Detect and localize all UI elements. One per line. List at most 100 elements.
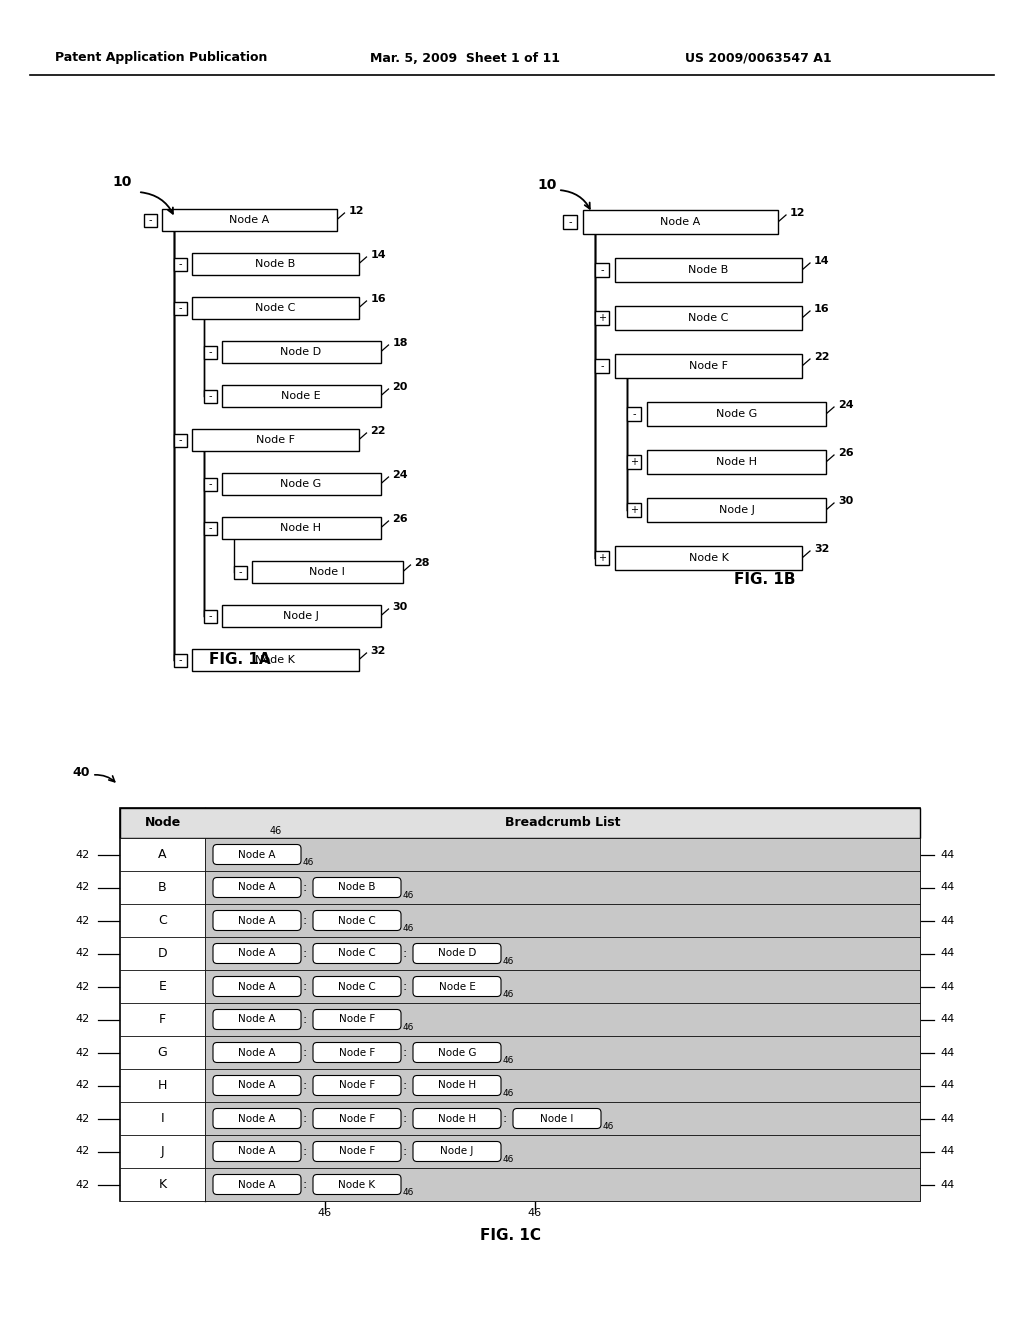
Bar bbox=[120, 1069, 205, 1102]
FancyBboxPatch shape bbox=[513, 1109, 601, 1129]
Bar bbox=[583, 210, 778, 234]
Text: 18: 18 bbox=[392, 338, 408, 348]
Text: -: - bbox=[178, 259, 181, 269]
Text: 26: 26 bbox=[838, 447, 854, 458]
Text: :: : bbox=[402, 1144, 408, 1158]
Text: Node A: Node A bbox=[239, 850, 275, 859]
Text: -: - bbox=[600, 265, 604, 275]
Text: :: : bbox=[303, 946, 307, 960]
Text: I: I bbox=[161, 1111, 164, 1125]
Bar bbox=[173, 301, 186, 314]
Text: H: H bbox=[158, 1078, 167, 1092]
Text: -: - bbox=[178, 304, 181, 313]
Bar bbox=[205, 937, 920, 970]
Bar bbox=[647, 498, 826, 521]
Text: -: - bbox=[178, 655, 181, 665]
Text: +: + bbox=[630, 506, 638, 515]
Text: Node F: Node F bbox=[339, 1147, 375, 1156]
Text: 32: 32 bbox=[371, 645, 386, 656]
FancyBboxPatch shape bbox=[213, 1010, 301, 1030]
Text: FIG. 1A: FIG. 1A bbox=[209, 652, 270, 668]
Text: Node A: Node A bbox=[239, 982, 275, 991]
Text: Node C: Node C bbox=[338, 982, 376, 991]
Text: Node A: Node A bbox=[229, 215, 269, 224]
Text: Node F: Node F bbox=[339, 1048, 375, 1057]
Text: 44: 44 bbox=[940, 1114, 954, 1123]
Text: -: - bbox=[208, 523, 212, 533]
Bar bbox=[120, 904, 205, 937]
FancyBboxPatch shape bbox=[313, 1175, 401, 1195]
Text: F: F bbox=[159, 1012, 166, 1026]
Text: Node A: Node A bbox=[239, 1180, 275, 1189]
Text: 12: 12 bbox=[348, 206, 364, 216]
Bar bbox=[595, 550, 609, 565]
Text: Node A: Node A bbox=[239, 1114, 275, 1123]
Bar bbox=[120, 1102, 205, 1135]
Text: Node B: Node B bbox=[338, 883, 376, 892]
Text: Node H: Node H bbox=[716, 457, 757, 467]
Text: :: : bbox=[303, 1045, 307, 1059]
Text: 46: 46 bbox=[503, 1056, 514, 1065]
Text: Node A: Node A bbox=[239, 1147, 275, 1156]
FancyBboxPatch shape bbox=[213, 845, 301, 865]
Text: Node A: Node A bbox=[239, 1081, 275, 1090]
Text: 10: 10 bbox=[112, 176, 131, 189]
FancyBboxPatch shape bbox=[213, 1175, 301, 1195]
Text: +: + bbox=[598, 313, 606, 323]
Text: 44: 44 bbox=[940, 883, 954, 892]
Text: :: : bbox=[303, 1177, 307, 1191]
Text: Node A: Node A bbox=[239, 949, 275, 958]
Text: 44: 44 bbox=[940, 850, 954, 859]
Text: 44: 44 bbox=[940, 1180, 954, 1189]
Text: Patent Application Publication: Patent Application Publication bbox=[55, 51, 267, 65]
Text: Node G: Node G bbox=[716, 409, 757, 418]
Bar bbox=[221, 385, 381, 407]
Bar bbox=[120, 871, 205, 904]
Text: 42: 42 bbox=[76, 916, 90, 925]
Text: +: + bbox=[630, 457, 638, 467]
FancyBboxPatch shape bbox=[213, 1043, 301, 1063]
FancyBboxPatch shape bbox=[313, 977, 401, 997]
Text: 42: 42 bbox=[76, 1147, 90, 1156]
Text: 16: 16 bbox=[371, 294, 386, 304]
Text: 44: 44 bbox=[940, 1081, 954, 1090]
FancyBboxPatch shape bbox=[413, 944, 501, 964]
FancyBboxPatch shape bbox=[213, 944, 301, 964]
Bar bbox=[120, 937, 205, 970]
Text: Node J: Node J bbox=[440, 1147, 474, 1156]
Text: 42: 42 bbox=[76, 1114, 90, 1123]
Text: Node C: Node C bbox=[338, 916, 376, 925]
Text: 20: 20 bbox=[392, 381, 408, 392]
Text: :: : bbox=[303, 1111, 307, 1125]
Text: 42: 42 bbox=[76, 1048, 90, 1057]
Text: -: - bbox=[178, 436, 181, 445]
Text: :: : bbox=[303, 979, 307, 993]
Text: :: : bbox=[402, 1045, 408, 1059]
Text: 14: 14 bbox=[814, 256, 829, 267]
Bar bbox=[173, 653, 186, 667]
Text: 44: 44 bbox=[940, 1015, 954, 1024]
Text: 22: 22 bbox=[814, 352, 829, 362]
Text: Node F: Node F bbox=[256, 436, 295, 445]
Bar bbox=[120, 1135, 205, 1168]
Bar bbox=[221, 341, 381, 363]
Bar bbox=[120, 1003, 205, 1036]
Text: -: - bbox=[148, 215, 152, 224]
FancyBboxPatch shape bbox=[213, 1109, 301, 1129]
Text: 42: 42 bbox=[76, 1180, 90, 1189]
Text: +: + bbox=[598, 553, 606, 564]
Text: 42: 42 bbox=[76, 982, 90, 991]
Text: :: : bbox=[303, 880, 307, 894]
Text: 44: 44 bbox=[940, 982, 954, 991]
Text: Node K: Node K bbox=[255, 655, 295, 665]
Bar bbox=[595, 263, 609, 277]
FancyBboxPatch shape bbox=[413, 977, 501, 997]
FancyBboxPatch shape bbox=[213, 977, 301, 997]
Bar bbox=[627, 407, 641, 421]
Bar bbox=[647, 403, 826, 426]
Text: C: C bbox=[158, 913, 167, 927]
FancyBboxPatch shape bbox=[313, 1010, 401, 1030]
Text: Node G: Node G bbox=[437, 1048, 476, 1057]
Text: 44: 44 bbox=[940, 949, 954, 958]
Bar bbox=[252, 561, 402, 583]
